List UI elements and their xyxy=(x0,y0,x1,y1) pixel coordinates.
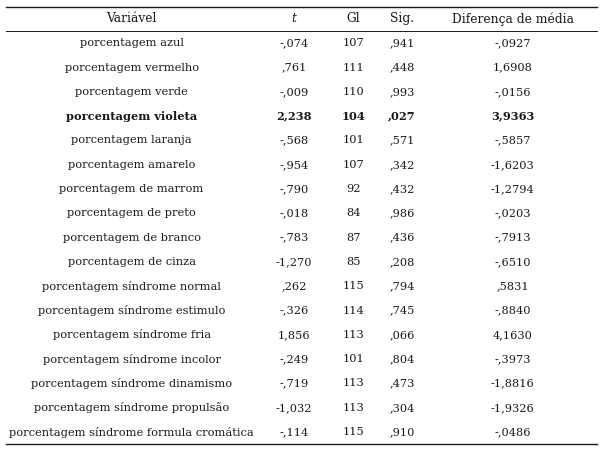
Text: -,3973: -,3973 xyxy=(494,354,531,364)
Text: porcentagem síndrome formula cromática: porcentagem síndrome formula cromática xyxy=(9,427,254,437)
Text: -,954: -,954 xyxy=(279,160,309,170)
Text: porcentagem síndrome estimulo: porcentagem síndrome estimulo xyxy=(38,305,226,316)
Text: porcentagem síndrome dinamismo: porcentagem síndrome dinamismo xyxy=(31,378,232,389)
Text: porcentagem azul: porcentagem azul xyxy=(80,38,183,48)
Text: porcentagem síndrome fria: porcentagem síndrome fria xyxy=(52,329,210,341)
Text: -,5857: -,5857 xyxy=(494,135,531,145)
Text: ,804: ,804 xyxy=(390,354,415,364)
Text: -,0203: -,0203 xyxy=(494,208,531,218)
Text: -,783: -,783 xyxy=(279,233,309,243)
Text: 87: 87 xyxy=(346,233,361,243)
Text: porcentagem vermelho: porcentagem vermelho xyxy=(65,63,198,73)
Text: -,0486: -,0486 xyxy=(494,427,531,437)
Text: -,018: -,018 xyxy=(279,208,309,218)
Text: -,249: -,249 xyxy=(279,354,309,364)
Text: ,5831: ,5831 xyxy=(496,281,529,291)
Text: 107: 107 xyxy=(343,160,364,170)
Text: 111: 111 xyxy=(343,63,364,73)
Text: ,993: ,993 xyxy=(390,87,415,97)
Text: 115: 115 xyxy=(343,281,364,291)
Text: ,448: ,448 xyxy=(390,63,415,73)
Text: porcentagem de cinza: porcentagem de cinza xyxy=(68,257,195,267)
Text: ,761: ,761 xyxy=(282,63,307,73)
Text: 113: 113 xyxy=(343,330,364,340)
Text: -1,2794: -1,2794 xyxy=(491,184,535,194)
Text: 92: 92 xyxy=(346,184,361,194)
Text: ,794: ,794 xyxy=(390,281,415,291)
Text: -,0156: -,0156 xyxy=(494,87,531,97)
Text: porcentagem verde: porcentagem verde xyxy=(75,87,188,97)
Text: 104: 104 xyxy=(341,110,365,122)
Text: 2,238: 2,238 xyxy=(276,110,312,122)
Text: Variável: Variável xyxy=(106,13,157,25)
Text: ,436: ,436 xyxy=(390,233,415,243)
Text: Diferença de média: Diferença de média xyxy=(452,12,574,26)
Text: ,432: ,432 xyxy=(390,184,415,194)
Text: ,208: ,208 xyxy=(390,257,415,267)
Text: -,074: -,074 xyxy=(279,38,309,48)
Text: t: t xyxy=(292,13,297,25)
Text: 113: 113 xyxy=(343,378,364,388)
Text: 3,9363: 3,9363 xyxy=(491,110,534,122)
Text: -1,8816: -1,8816 xyxy=(491,378,535,388)
Text: porcentagem síndrome normal: porcentagem síndrome normal xyxy=(42,281,221,292)
Text: -1,270: -1,270 xyxy=(276,257,312,267)
Text: -,6510: -,6510 xyxy=(494,257,531,267)
Text: 114: 114 xyxy=(343,306,364,316)
Text: ,745: ,745 xyxy=(390,306,415,316)
Text: porcentagem violeta: porcentagem violeta xyxy=(66,110,197,122)
Text: ,986: ,986 xyxy=(390,208,415,218)
Text: 107: 107 xyxy=(343,38,364,48)
Text: -,0927: -,0927 xyxy=(494,38,531,48)
Text: -,790: -,790 xyxy=(279,184,309,194)
Text: porcentagem de marrom: porcentagem de marrom xyxy=(60,184,204,194)
Text: porcentagem de preto: porcentagem de preto xyxy=(67,208,196,218)
Text: ,473: ,473 xyxy=(390,378,415,388)
Text: -,114: -,114 xyxy=(279,427,309,437)
Text: porcentagem laranja: porcentagem laranja xyxy=(71,135,192,145)
Text: ,027: ,027 xyxy=(388,110,416,122)
Text: 85: 85 xyxy=(346,257,361,267)
Text: ,262: ,262 xyxy=(282,281,307,291)
Text: 101: 101 xyxy=(343,135,364,145)
Text: -,8840: -,8840 xyxy=(494,306,531,316)
Text: -,326: -,326 xyxy=(279,306,309,316)
Text: -,568: -,568 xyxy=(279,135,309,145)
Text: Gl: Gl xyxy=(346,13,360,25)
Text: ,941: ,941 xyxy=(390,38,415,48)
Text: ,304: ,304 xyxy=(390,403,415,413)
Text: -1,6203: -1,6203 xyxy=(491,160,535,170)
Text: 101: 101 xyxy=(343,354,364,364)
Text: 84: 84 xyxy=(346,208,361,218)
Text: 4,1630: 4,1630 xyxy=(493,330,532,340)
Text: -1,032: -1,032 xyxy=(276,403,312,413)
Text: 1,856: 1,856 xyxy=(278,330,311,340)
Text: -,009: -,009 xyxy=(279,87,309,97)
Text: 115: 115 xyxy=(343,427,364,437)
Text: porcentagem síndrome propulsão: porcentagem síndrome propulsão xyxy=(34,402,229,413)
Text: porcentagem amarelo: porcentagem amarelo xyxy=(68,160,195,170)
Text: -,719: -,719 xyxy=(279,378,309,388)
Text: ,910: ,910 xyxy=(390,427,415,437)
Text: -1,9326: -1,9326 xyxy=(491,403,535,413)
Text: porcentagem síndrome incolor: porcentagem síndrome incolor xyxy=(43,354,221,365)
Text: ,066: ,066 xyxy=(390,330,415,340)
Text: ,571: ,571 xyxy=(390,135,415,145)
Text: -,7913: -,7913 xyxy=(494,233,531,243)
Text: Sig.: Sig. xyxy=(390,13,414,25)
Text: 110: 110 xyxy=(343,87,364,97)
Text: porcentagem de branco: porcentagem de branco xyxy=(63,233,201,243)
Text: 1,6908: 1,6908 xyxy=(493,63,532,73)
Text: ,342: ,342 xyxy=(390,160,415,170)
Text: 113: 113 xyxy=(343,403,364,413)
